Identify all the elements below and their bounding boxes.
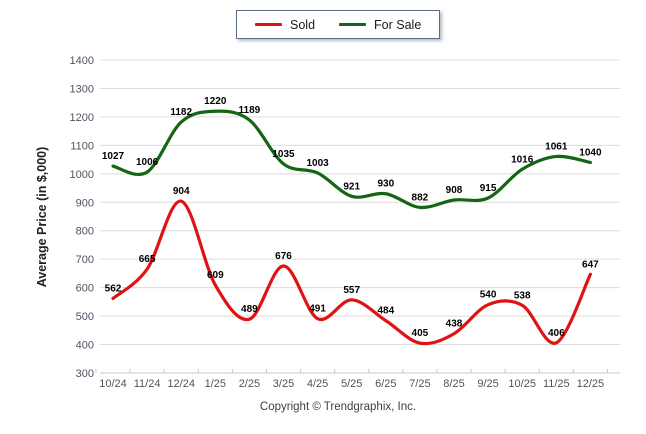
for-sale-data-label: 1003 [306, 158, 329, 169]
sold-data-label: 609 [207, 270, 224, 281]
for-sale-data-label: 882 [412, 192, 429, 203]
for-sale-data-label: 1040 [579, 147, 602, 158]
y-tick-label: 1000 [70, 169, 94, 181]
sold-data-label: 904 [173, 186, 190, 197]
sold-data-label: 647 [582, 259, 599, 270]
y-tick-label: 1400 [70, 55, 94, 67]
for-sale-line-swatch [339, 23, 367, 26]
x-tick-label: 10/24 [99, 378, 127, 390]
for-sale-data-label: 908 [446, 185, 463, 196]
legend-item-sold: Sold [255, 18, 315, 32]
x-tick-label: 2/25 [239, 378, 260, 390]
for-sale-data-label: 1006 [136, 157, 159, 168]
x-tick-label: 9/25 [477, 378, 498, 390]
sold-data-label: 538 [514, 290, 531, 301]
sold-data-label: 406 [548, 328, 565, 339]
y-tick-label: 500 [76, 311, 94, 323]
x-tick-label: 6/25 [375, 378, 396, 390]
for-sale-data-label: 1189 [239, 105, 261, 116]
x-tick-label: 11/25 [543, 378, 570, 390]
y-tick-label: 300 [76, 368, 94, 380]
x-tick-label: 10/25 [508, 378, 536, 390]
x-tick-label: 12/24 [167, 378, 195, 390]
sold-line [111, 199, 592, 346]
y-tick-label: 800 [76, 226, 94, 238]
sold-data-label: 557 [343, 285, 360, 296]
y-tick-label: 900 [76, 197, 94, 209]
y-axis-title: Average Price (in $,000) [35, 146, 49, 288]
legend-label-sold: Sold [290, 17, 316, 32]
sold-data-label: 540 [480, 290, 497, 301]
legend-label-for-sale: For Sale [374, 17, 422, 32]
sold-data-label: 665 [139, 254, 156, 265]
x-tick-label: 5/25 [341, 378, 362, 390]
copyright-text: Copyright © Trendgraphix, Inc. [259, 401, 417, 413]
for-sale-data-label: 915 [480, 183, 497, 194]
legend-item-for-sale: For Sale [339, 18, 421, 32]
for-sale-data-label: 1035 [272, 149, 295, 160]
x-tick-label: 12/25 [577, 378, 605, 390]
x-tick-label: 11/24 [134, 378, 161, 390]
x-tick-label: 4/25 [307, 378, 328, 390]
y-tick-label: 700 [76, 254, 94, 266]
sold-data-label: 405 [412, 328, 429, 339]
sold-data-label: 438 [446, 319, 463, 330]
y-tick-label: 1300 [70, 83, 94, 95]
x-tick-label: 3/25 [273, 378, 294, 390]
for-sale-data-label: 1220 [204, 96, 227, 107]
x-tick-label: 8/25 [443, 378, 464, 390]
for-sale-data-label: 1027 [102, 151, 125, 162]
for-sale-line [111, 109, 592, 210]
x-tick-label: 7/25 [409, 378, 430, 390]
y-tick-label: 600 [76, 283, 94, 295]
legend: Sold For Sale [236, 10, 441, 39]
sold-data-label: 676 [275, 251, 292, 262]
sold-data-label: 489 [241, 304, 258, 315]
for-sale-data-label: 930 [377, 179, 394, 190]
for-sale-data-label: 1182 [170, 107, 192, 118]
y-tick-label: 1100 [70, 140, 94, 152]
y-tick-label: 1200 [70, 112, 94, 124]
sold-data-label: 562 [105, 283, 122, 294]
for-sale-data-label: 921 [343, 181, 360, 192]
for-sale-data-label: 1016 [511, 154, 534, 165]
for-sale-data-label: 1061 [545, 141, 568, 152]
sold-data-label: 484 [377, 306, 394, 317]
sold-data-label: 491 [309, 304, 326, 315]
x-tick-label: 1/25 [205, 378, 226, 390]
y-tick-label: 400 [76, 340, 94, 352]
sold-line-swatch [255, 23, 282, 26]
